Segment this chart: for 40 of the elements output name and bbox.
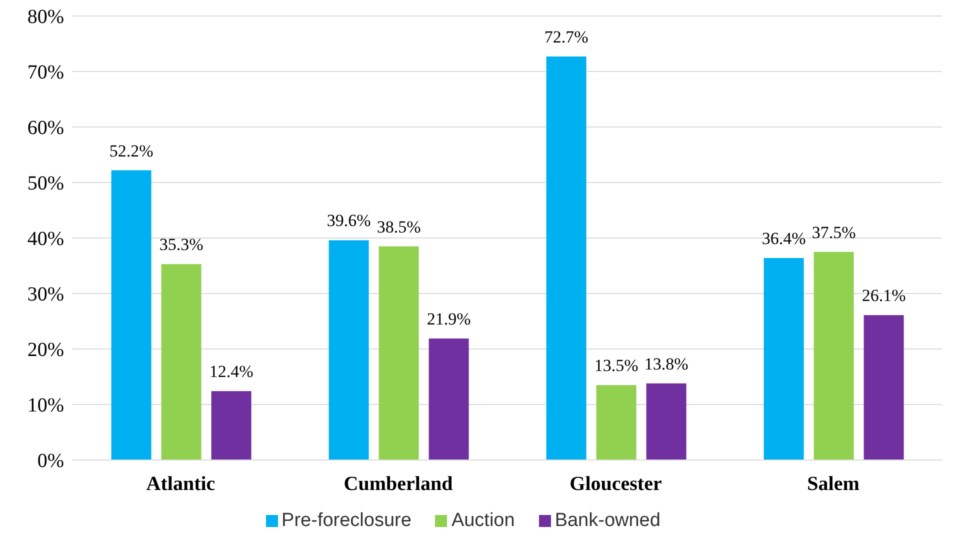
bar	[328, 240, 369, 460]
y-tick-label: 30%	[27, 284, 64, 306]
bar	[764, 258, 804, 460]
bar	[596, 385, 636, 460]
text: 38.5%	[376, 217, 421, 236]
y-tick-label: 40%	[27, 228, 64, 250]
y-tick-label: 60%	[27, 117, 64, 140]
bar	[646, 383, 686, 460]
text: 52.2%	[109, 141, 154, 160]
bar	[211, 391, 252, 460]
y-tick-label: 0%	[37, 450, 64, 472]
bar	[546, 56, 586, 460]
x-tick-label: Gloucester	[570, 473, 662, 496]
y-tick-label: 80%	[27, 6, 64, 28]
bar	[161, 264, 202, 460]
text: 13.5%	[594, 356, 638, 376]
legend-label: Pre-foreclosure	[282, 510, 412, 531]
text: 26.1%	[862, 286, 906, 306]
x-tick-label: Salem	[807, 473, 860, 496]
text: 39.6%	[326, 211, 371, 230]
text: 36.4%	[762, 228, 806, 248]
x-tick-label: Atlantic	[146, 473, 216, 496]
y-tick-label: 50%	[27, 172, 64, 195]
bar	[814, 252, 854, 460]
text: 21.9%	[426, 309, 471, 328]
text: 72.7%	[544, 28, 588, 47]
bar	[378, 246, 419, 460]
bar	[864, 315, 904, 460]
y-tick-label: 20%	[27, 339, 64, 362]
text: 37.5%	[812, 222, 856, 242]
y-tick-label: 10%	[27, 394, 64, 417]
text: 35.3%	[159, 235, 204, 254]
y-tick-label: 70%	[27, 62, 64, 84]
bar	[428, 338, 469, 460]
text: 12.4%	[209, 362, 254, 382]
text: 13.8%	[644, 354, 688, 374]
legend-label: Bank-owned	[554, 510, 660, 531]
bar	[111, 170, 152, 460]
x-tick-label: Cumberland	[344, 473, 453, 496]
legend-label: Auction	[451, 510, 515, 531]
